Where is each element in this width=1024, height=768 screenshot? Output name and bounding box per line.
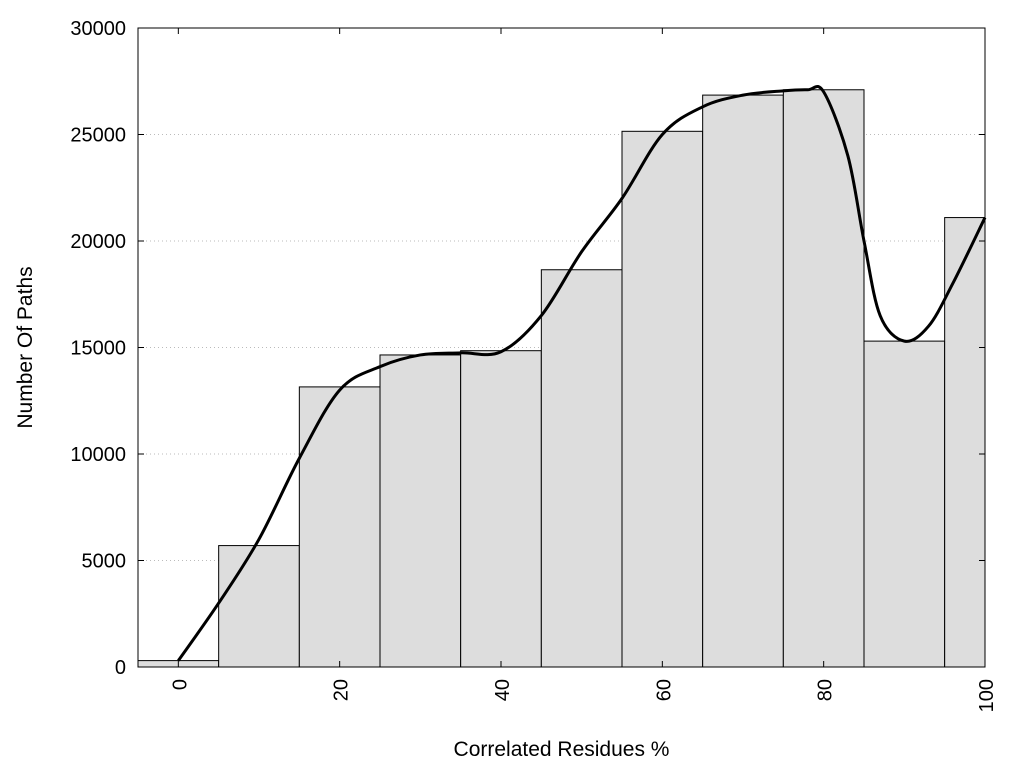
x-tick-label: 40: [492, 679, 514, 701]
x-tick-label: 80: [815, 679, 837, 701]
histogram-bar: [621, 130, 704, 668]
histogram-bar: [863, 340, 946, 668]
y-tick-label: 5000: [82, 551, 127, 573]
x-tick-label: 60: [653, 679, 675, 701]
y-tick-label: 25000: [70, 125, 126, 147]
y-tick-label: 15000: [70, 338, 126, 360]
bars: [137, 89, 986, 668]
x-tick-label: 0: [169, 679, 191, 690]
histogram-bar: [540, 269, 623, 668]
y-axis-ticks: 0 5000 10000 15000 20000 25000 30000: [70, 18, 985, 679]
x-axis-title: Correlated Residues %: [454, 738, 670, 761]
x-axis-ticks: 0 20 40 60 80 100: [169, 28, 998, 712]
y-tick-label: 0: [115, 657, 126, 679]
trend-curve-line: [177, 84, 987, 662]
histogram-bar: [379, 354, 462, 668]
y-tick-label: 30000: [70, 18, 126, 40]
histogram-bar: [298, 386, 381, 668]
x-tick-label: 20: [331, 679, 353, 701]
histogram-bar: [460, 350, 542, 668]
histogram-bar: [218, 545, 300, 668]
y-tick-label: 10000: [70, 444, 126, 466]
y-tick-label: 20000: [70, 231, 126, 253]
trend-curve: [177, 84, 987, 662]
y-axis-title: Number Of Paths: [14, 266, 37, 428]
histogram-bar: [702, 94, 784, 668]
x-tick-label: 100: [976, 679, 998, 712]
